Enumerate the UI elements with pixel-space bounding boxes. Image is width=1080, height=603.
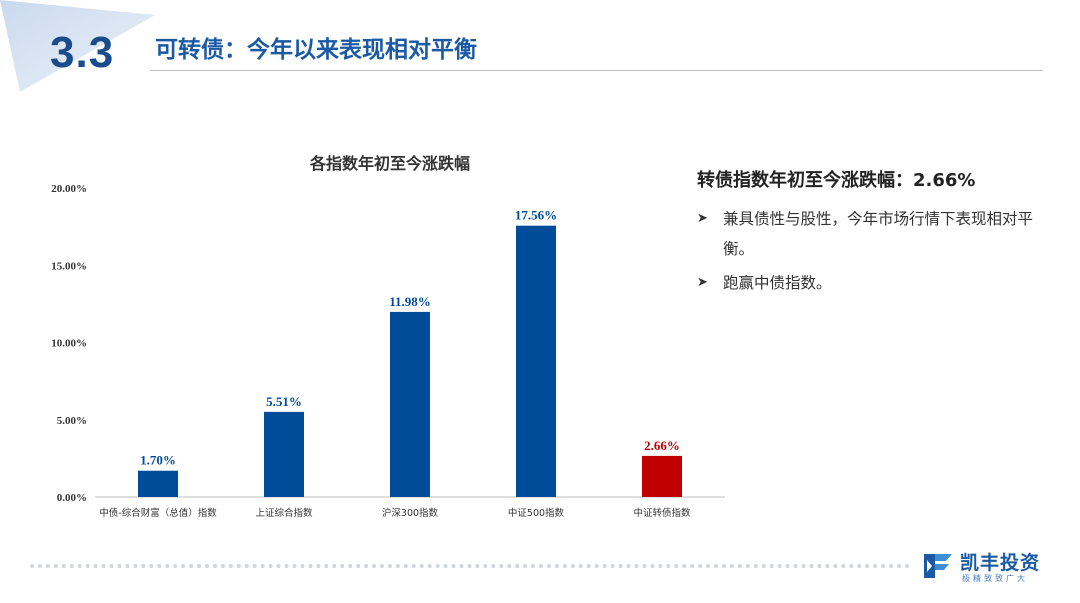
bar (516, 225, 556, 497)
chart-title: 各指数年初至今涨跌幅 (309, 154, 470, 173)
bar (642, 455, 682, 497)
y-tick-label: 15.00% (51, 260, 87, 272)
side-heading: 转债指数年初至今涨跌幅：2.66% (697, 170, 976, 191)
data-label: 17.56% (515, 208, 557, 223)
x-category-label: 中证500指数 (508, 507, 565, 519)
logo-slogan: 极精致致广大 (962, 574, 1028, 583)
slide-title: 可转债：今年以来表现相对平衡 (155, 37, 477, 63)
data-label: 1.70% (140, 453, 176, 468)
data-label: 2.66% (644, 438, 680, 453)
logo-mark-icon (924, 554, 952, 578)
bullet-item: ➤ 兼具债性与股性，今年市场行情下表现相对平衡。 (697, 204, 1057, 264)
bar (138, 470, 178, 497)
x-category-label: 沪深300指数 (382, 507, 439, 519)
bar (264, 411, 304, 497)
arrow-bullet-icon: ➤ (697, 211, 708, 226)
data-label: 5.51% (266, 394, 302, 409)
footer-dotted-divider (30, 564, 910, 568)
arrow-bullet-icon: ➤ (697, 275, 708, 290)
bullet-text: 跑赢中债指数。 (723, 274, 832, 292)
header-triangle-decoration (0, 0, 155, 92)
y-tick-label: 10.00% (51, 338, 87, 350)
y-tick-label: 0.00% (57, 492, 87, 504)
y-tick-label: 5.00% (57, 415, 87, 427)
y-tick-label: 20.00% (51, 183, 87, 195)
logo-name: 凯丰投资 (960, 552, 1041, 574)
section-number: 3.3 (50, 28, 115, 77)
x-category-label: 中债-综合财富（总值）指数 (99, 507, 217, 519)
bullet-item: ➤ 跑赢中债指数。 (697, 268, 1057, 298)
company-logo: 凯丰投资 极精致致广大 (922, 548, 1052, 584)
x-category-label: 上证综合指数 (255, 507, 313, 519)
side-panel: 转债指数年初至今涨跌幅：2.66% ➤ 兼具债性与股性，今年市场行情下表现相对平… (697, 166, 1057, 302)
title-divider (150, 70, 1043, 71)
x-category-label: 中证转债指数 (633, 507, 691, 519)
bullet-text: 兼具债性与股性，今年市场行情下表现相对平衡。 (723, 210, 1034, 258)
data-label: 11.98% (389, 294, 431, 309)
bar-chart: 0.00% 5.00% 10.00% 15.00% 20.00% 1.70% 中债-综合财富… (51, 183, 725, 519)
bar (390, 311, 430, 497)
